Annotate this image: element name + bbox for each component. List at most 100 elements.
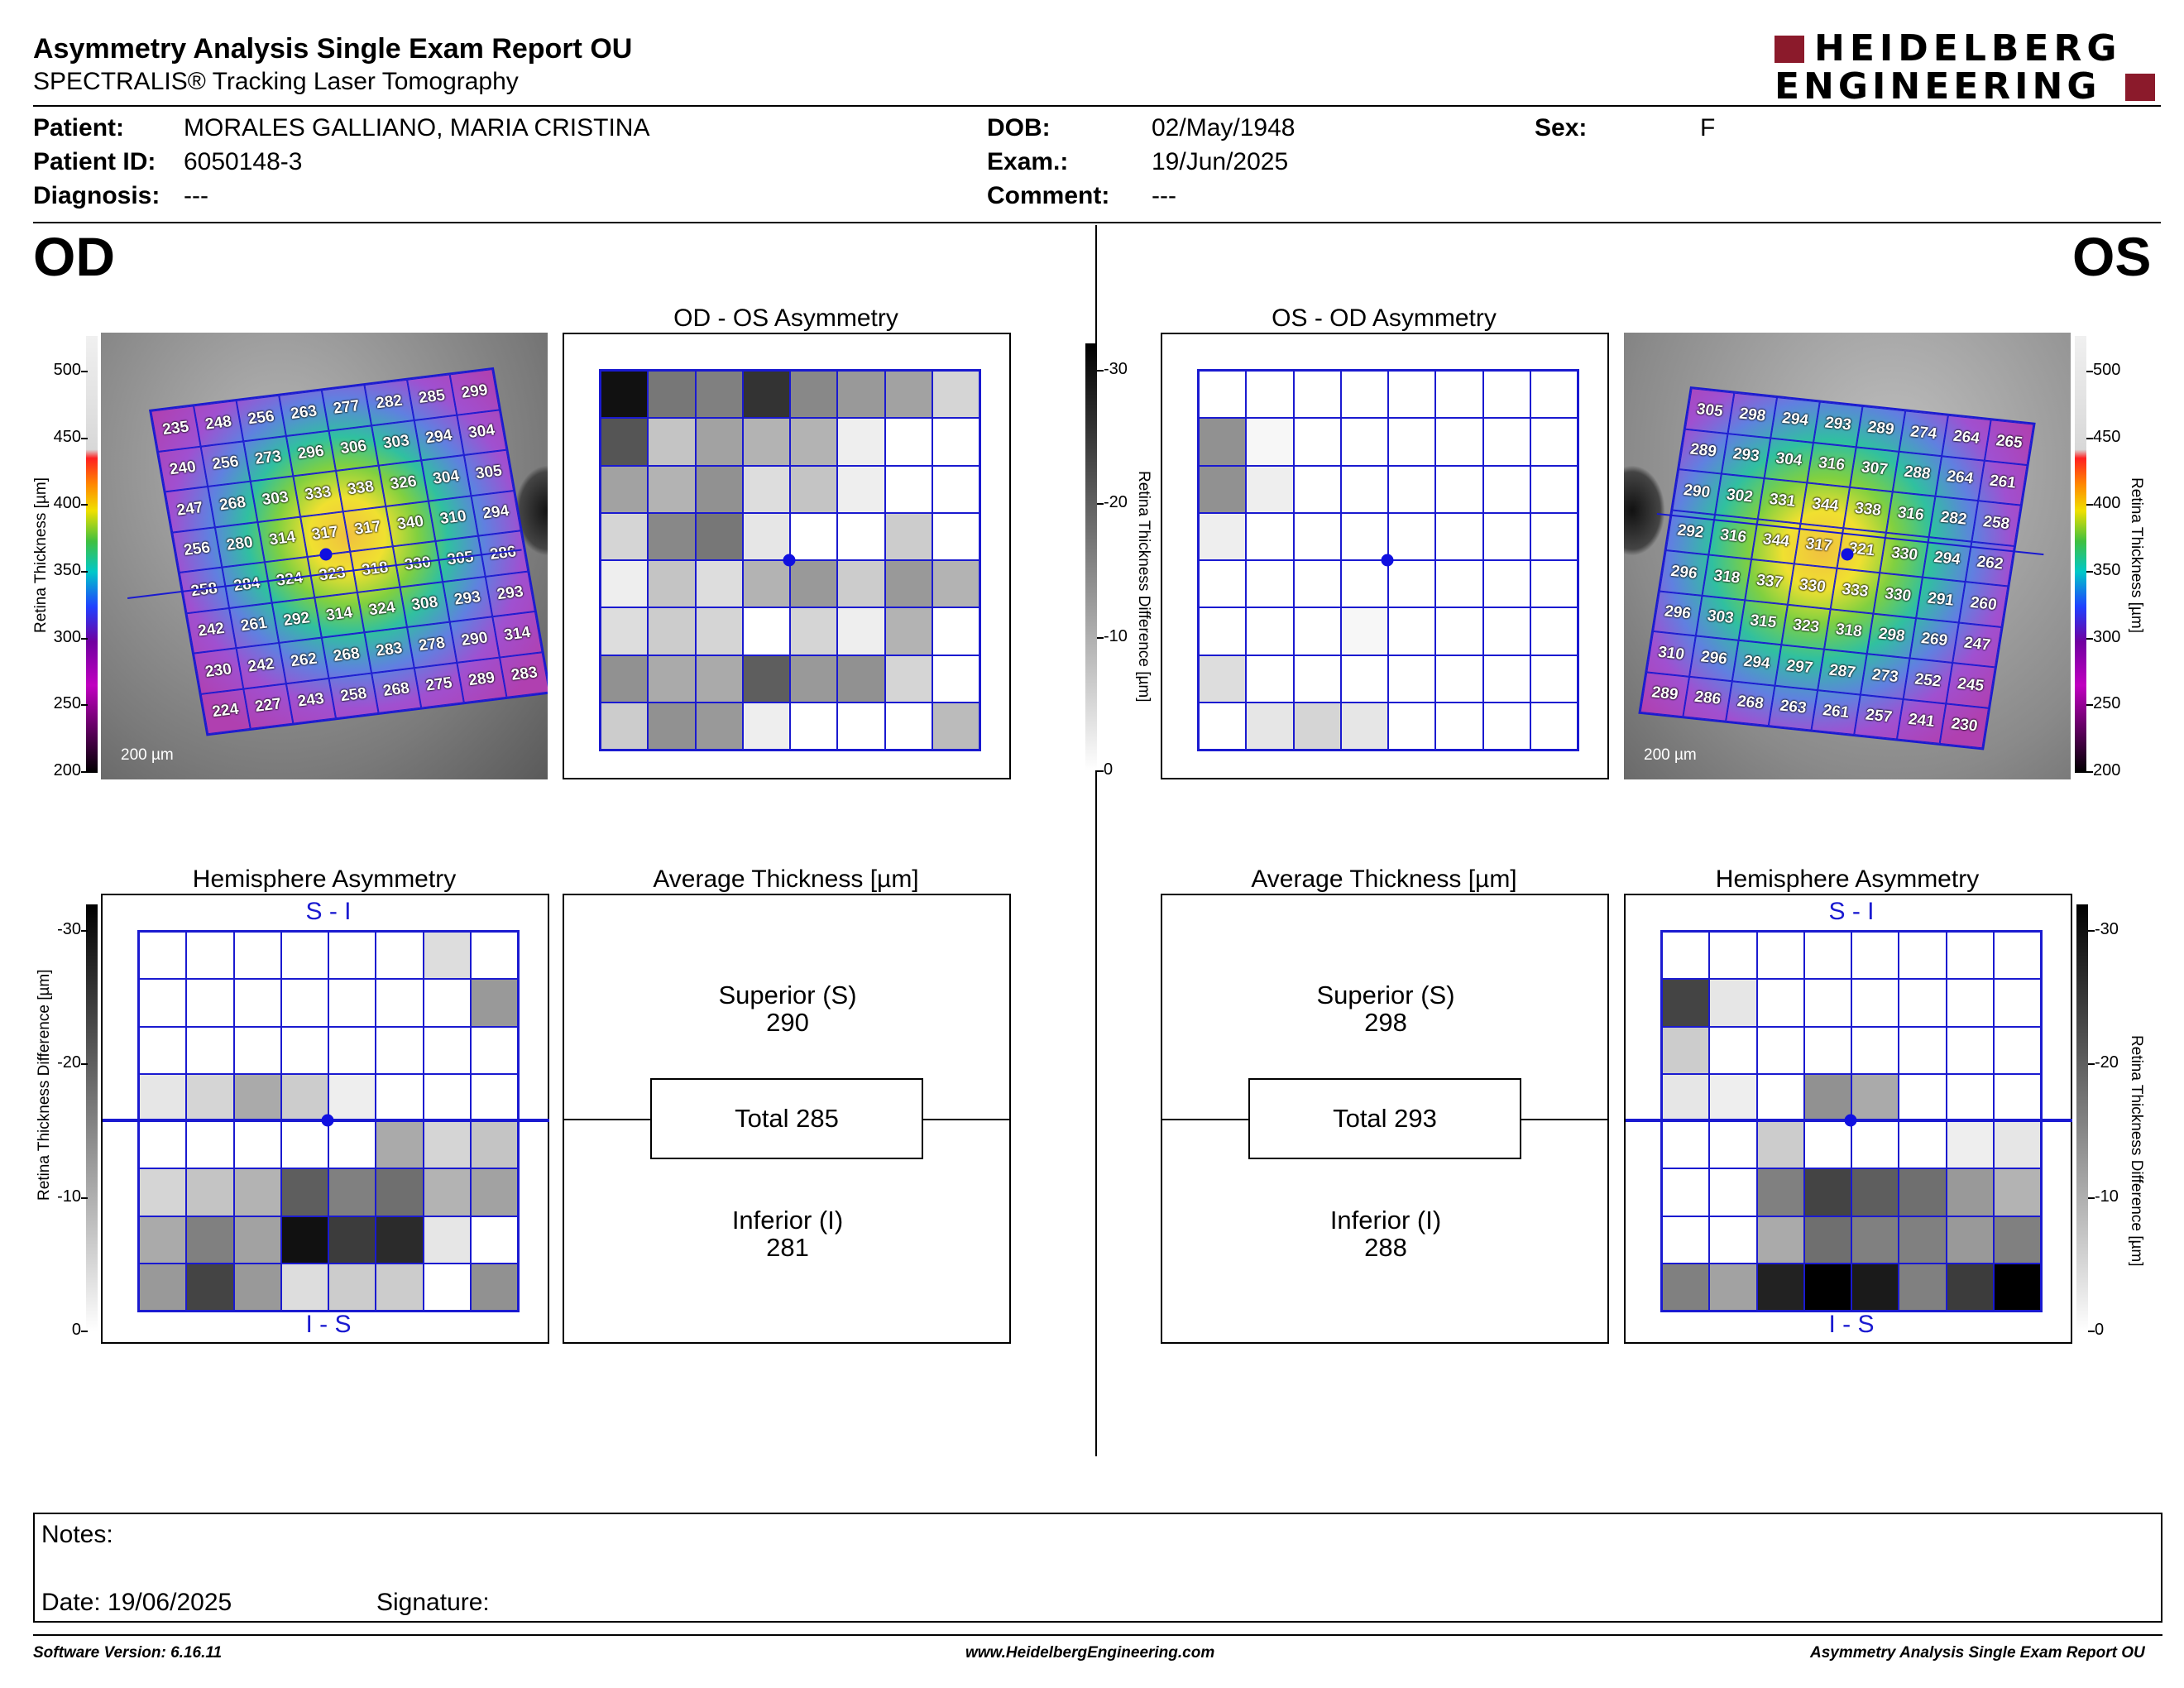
od-hemi-panel: S - I I - S [101, 894, 549, 1344]
os-asym-cell [1530, 371, 1578, 419]
os-hemi-cell [1851, 979, 1899, 1027]
os-thickness-value: 261 [1811, 689, 1861, 736]
os-asym-cell [1199, 465, 1247, 513]
od-asym-cell [790, 512, 838, 560]
os-hemi-cell [1993, 979, 2041, 1027]
os-hemi-cell [1803, 1121, 1851, 1169]
od-hemi-cell [139, 1026, 187, 1074]
os-thickness-value: 316 [1807, 442, 1856, 487]
patient-name: MORALES GALLIANO, MARIA CRISTINA [184, 114, 650, 141]
os-thickness-value: 333 [1830, 568, 1880, 614]
colorbar-tick [2086, 437, 2093, 439]
colorbar-tick-label: -30 [57, 920, 81, 938]
exam-date: 19/Jun/2025 [1152, 148, 1289, 175]
od-asym-cell [837, 418, 885, 466]
os-asym-cell [1530, 418, 1578, 466]
os-hemi-cell [1662, 979, 1710, 1027]
os-asym-cell [1435, 702, 1483, 750]
os-hemi-cell [1993, 1026, 2041, 1074]
report-title: Asymmetry Analysis Single Exam Report OU [33, 33, 633, 65]
os-thickness-value: 337 [1745, 559, 1794, 605]
os-hemi-cell [1756, 1073, 1804, 1121]
os-thickness-value: 302 [1715, 473, 1765, 519]
os-thickness-value: 289 [1679, 429, 1728, 474]
od-thickness-value: 242 [186, 607, 237, 654]
od-asym-cell [790, 607, 838, 655]
website-link[interactable]: www.HeidelbergEngineering.com [965, 1644, 1215, 1662]
os-asym-cell [1246, 607, 1294, 655]
od-asym-cell [932, 607, 979, 655]
od-hemi-title: Hemisphere Asymmetry [192, 866, 457, 893]
os-thickness-value: 294 [1731, 640, 1782, 686]
os-asym-cell [1340, 512, 1388, 560]
os-thickness-value: 323 [1781, 604, 1831, 650]
os-hemi-cell [1899, 1263, 1947, 1311]
colorbar-tick-label: 400 [2093, 494, 2121, 513]
od-label: OD [33, 226, 115, 287]
colorbar-tick [2086, 771, 2093, 773]
os-thickness-value: 261 [1978, 460, 2028, 506]
os-hemi-cell [1946, 1121, 1994, 1169]
od-asym-panel [563, 333, 1011, 779]
od-thickness-value: 283 [499, 651, 548, 698]
os-hemi-cell [1803, 1168, 1851, 1216]
colorbar-tick-label: 250 [2093, 694, 2121, 713]
od-avg-panel: Superior (S) 290 Total 285 Inferior (I) … [563, 894, 1011, 1344]
od-hemi-cell [186, 1216, 234, 1264]
od-hemi-cell [423, 979, 471, 1027]
od-hemi-cell [470, 932, 518, 980]
od-asym-cell [742, 560, 790, 608]
od-asym-cell [932, 655, 979, 703]
od-thickness-value: 243 [285, 678, 337, 724]
colorbar-tick-label: 500 [2093, 361, 2121, 379]
od-asym-title: OD - OS Asymmetry [673, 305, 898, 332]
os-asym-cell [1530, 655, 1578, 703]
os-hemi-cell [1851, 1121, 1899, 1169]
os-thickness-value: 263 [1768, 685, 1818, 731]
colorbar-tick [81, 930, 88, 932]
os-hemi-cell [1756, 979, 1804, 1027]
os-thickness-value: 286 [1683, 676, 1732, 722]
od-asym-cell [837, 512, 885, 560]
od-hemi-cell [280, 1216, 328, 1264]
od-asym-cell [601, 465, 649, 513]
od-inferior-value: 281 [766, 1233, 809, 1262]
od-asym-cell [837, 560, 885, 608]
os-thickness-value: 331 [1757, 477, 1808, 524]
os-thickness-value: 297 [1774, 645, 1825, 690]
od-thickness-value: 317 [342, 506, 393, 552]
os-hemi-cell [1946, 932, 1994, 980]
od-hemi-cell [233, 1026, 281, 1074]
od-hemi-cell [233, 979, 281, 1027]
os-asym-cell [1482, 512, 1530, 560]
os-thickness-value: 296 [1653, 590, 1703, 636]
colorbar-tick [1097, 370, 1104, 372]
od-hemi-cell [423, 1026, 471, 1074]
diagnosis: --- [184, 182, 208, 209]
od-asym-cell [601, 371, 649, 419]
os-asym-cell [1293, 418, 1341, 466]
patient-id: 6050148-3 [184, 148, 303, 175]
os-thickness-value: 289 [1640, 671, 1690, 717]
os-thickness-value: 293 [1721, 433, 1771, 478]
os-total: Total 293 [1333, 1104, 1437, 1133]
od-asym-cell [648, 655, 696, 703]
od-thickness-value: 283 [364, 626, 414, 674]
os-thickness-value: 257 [1854, 694, 1904, 740]
os-hemi-cell [1946, 1073, 1994, 1121]
od-thickness-value: 278 [407, 621, 457, 668]
od-thickness-value: 240 [157, 446, 208, 492]
od-hemi-cell [233, 932, 281, 980]
os-hemi-cell [1851, 1026, 1899, 1074]
os-asym-cell [1388, 560, 1436, 608]
notes-box[interactable]: Notes: Date: 19/06/2025 Signature: [33, 1513, 2162, 1623]
os-optic-disc [1624, 465, 1665, 556]
od-hemi-cell [328, 1121, 376, 1169]
colorbar-tick-label: 0 [2095, 1321, 2105, 1339]
od-asym-cell [695, 607, 743, 655]
os-thickness-value: 252 [1903, 658, 1953, 703]
od-asym-cell [884, 655, 932, 703]
od-hemi-cell [376, 1026, 424, 1074]
os-hemi-cell [1709, 1121, 1757, 1169]
colorbar-tick [81, 771, 88, 773]
